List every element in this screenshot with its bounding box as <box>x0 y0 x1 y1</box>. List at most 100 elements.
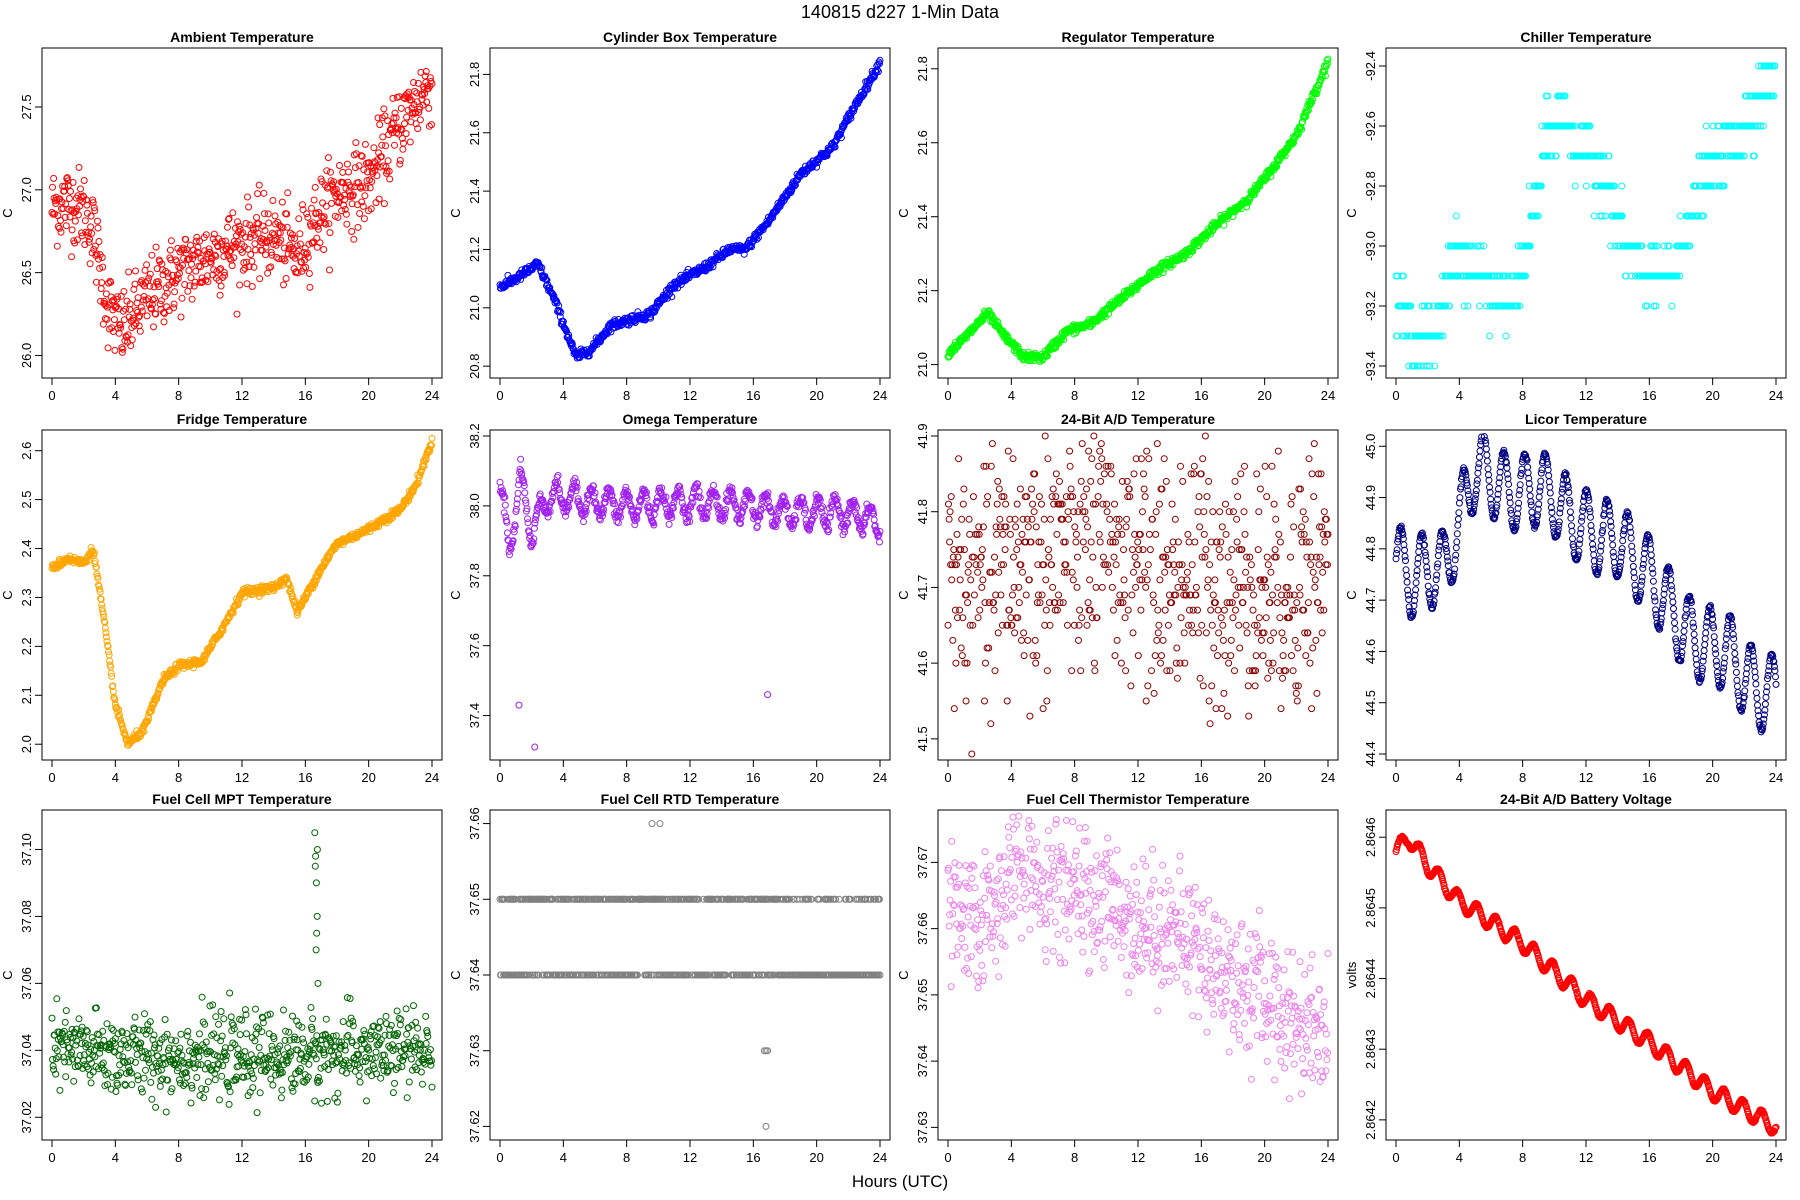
data-point <box>303 210 311 218</box>
data-point <box>80 177 88 184</box>
x-tick-label: 20 <box>361 388 375 403</box>
data-point <box>1112 561 1120 569</box>
x-tick-label: 12 <box>683 388 697 403</box>
data-point <box>945 500 952 508</box>
data-point <box>945 515 953 523</box>
x-tick-label: 20 <box>809 770 823 785</box>
data-point <box>322 202 330 210</box>
data-point <box>89 196 97 204</box>
data-point <box>962 697 970 705</box>
data-point <box>948 576 956 584</box>
data-point <box>385 131 393 139</box>
data-point <box>209 235 217 243</box>
data-point <box>1668 302 1676 310</box>
data-point <box>138 307 146 315</box>
data-point <box>190 282 198 290</box>
data-point <box>374 114 382 122</box>
data-point <box>946 508 954 516</box>
data-point <box>340 202 348 209</box>
data-point <box>295 215 303 223</box>
y-tick-label: 21.4 <box>467 178 482 203</box>
data-point <box>145 274 153 282</box>
data-point <box>98 279 106 287</box>
data-point <box>218 237 226 245</box>
data-point <box>74 211 82 219</box>
y-tick-label: 21.2 <box>467 237 482 262</box>
data-point <box>244 193 251 201</box>
data-point <box>1090 659 1098 667</box>
y-axis-label: C <box>0 208 15 217</box>
data-point <box>1171 515 1179 523</box>
x-tick-label: 16 <box>746 770 760 785</box>
data-point <box>355 162 363 170</box>
data-point <box>423 98 431 106</box>
data-point <box>312 210 320 218</box>
data-point <box>949 636 957 644</box>
data-point <box>143 261 151 269</box>
data-point <box>67 187 74 195</box>
data-point <box>1082 515 1090 523</box>
data-point <box>246 233 254 241</box>
data-point <box>651 307 659 315</box>
data-point <box>1127 682 1135 690</box>
data-point <box>92 278 100 286</box>
data-point <box>339 168 347 176</box>
data-point <box>1084 523 1091 531</box>
y-tick-label: 41.7 <box>915 575 930 600</box>
data-point <box>391 109 399 117</box>
data-point <box>342 210 350 218</box>
data-point <box>976 561 984 569</box>
data-point <box>1155 621 1163 629</box>
data-point <box>69 179 77 186</box>
data-point <box>267 263 275 271</box>
data-point <box>216 291 224 299</box>
data-point <box>360 166 368 174</box>
data-point <box>1092 583 1100 591</box>
x-tick-label: 0 <box>1392 388 1399 403</box>
data-point <box>379 133 387 141</box>
data-point <box>81 217 89 225</box>
y-tick-label: -92.8 <box>1363 171 1378 201</box>
x-tick-label: 16 <box>298 388 312 403</box>
data-point <box>966 530 974 538</box>
data-point <box>1130 568 1137 576</box>
data-point <box>1109 606 1117 614</box>
data-point <box>607 328 615 336</box>
data-point <box>316 239 324 247</box>
data-point <box>876 538 883 546</box>
data-point <box>950 705 958 713</box>
data-point <box>1015 599 1023 607</box>
data-point <box>1080 493 1088 501</box>
data-point <box>1012 523 1020 531</box>
data-point <box>1141 493 1149 501</box>
data-point <box>1024 636 1032 644</box>
data-point <box>245 263 253 271</box>
data-point <box>202 276 210 284</box>
plot-title: Chiller Temperature <box>1520 29 1651 45</box>
data-point <box>1190 462 1198 470</box>
data-point <box>1120 576 1128 584</box>
data-point <box>1121 614 1129 622</box>
data-point <box>580 518 587 526</box>
data-point <box>705 497 713 505</box>
data-point <box>78 229 86 237</box>
data-point <box>1049 485 1057 493</box>
data-point <box>1020 652 1028 660</box>
data-point <box>1066 462 1074 470</box>
data-point <box>1075 636 1082 644</box>
data-point <box>177 313 185 321</box>
data-point <box>1044 455 1052 463</box>
data-point <box>1031 636 1039 644</box>
data-point <box>352 139 360 147</box>
y-tick-label: 37.8 <box>467 563 482 588</box>
y-tick-label: 2.6 <box>19 442 34 460</box>
data-point <box>367 205 375 213</box>
data-point <box>339 179 347 187</box>
x-tick-label: 4 <box>560 770 567 785</box>
data-point <box>1108 583 1116 591</box>
data-point <box>957 644 965 652</box>
data-point <box>51 197 59 205</box>
data-point <box>1618 182 1626 190</box>
